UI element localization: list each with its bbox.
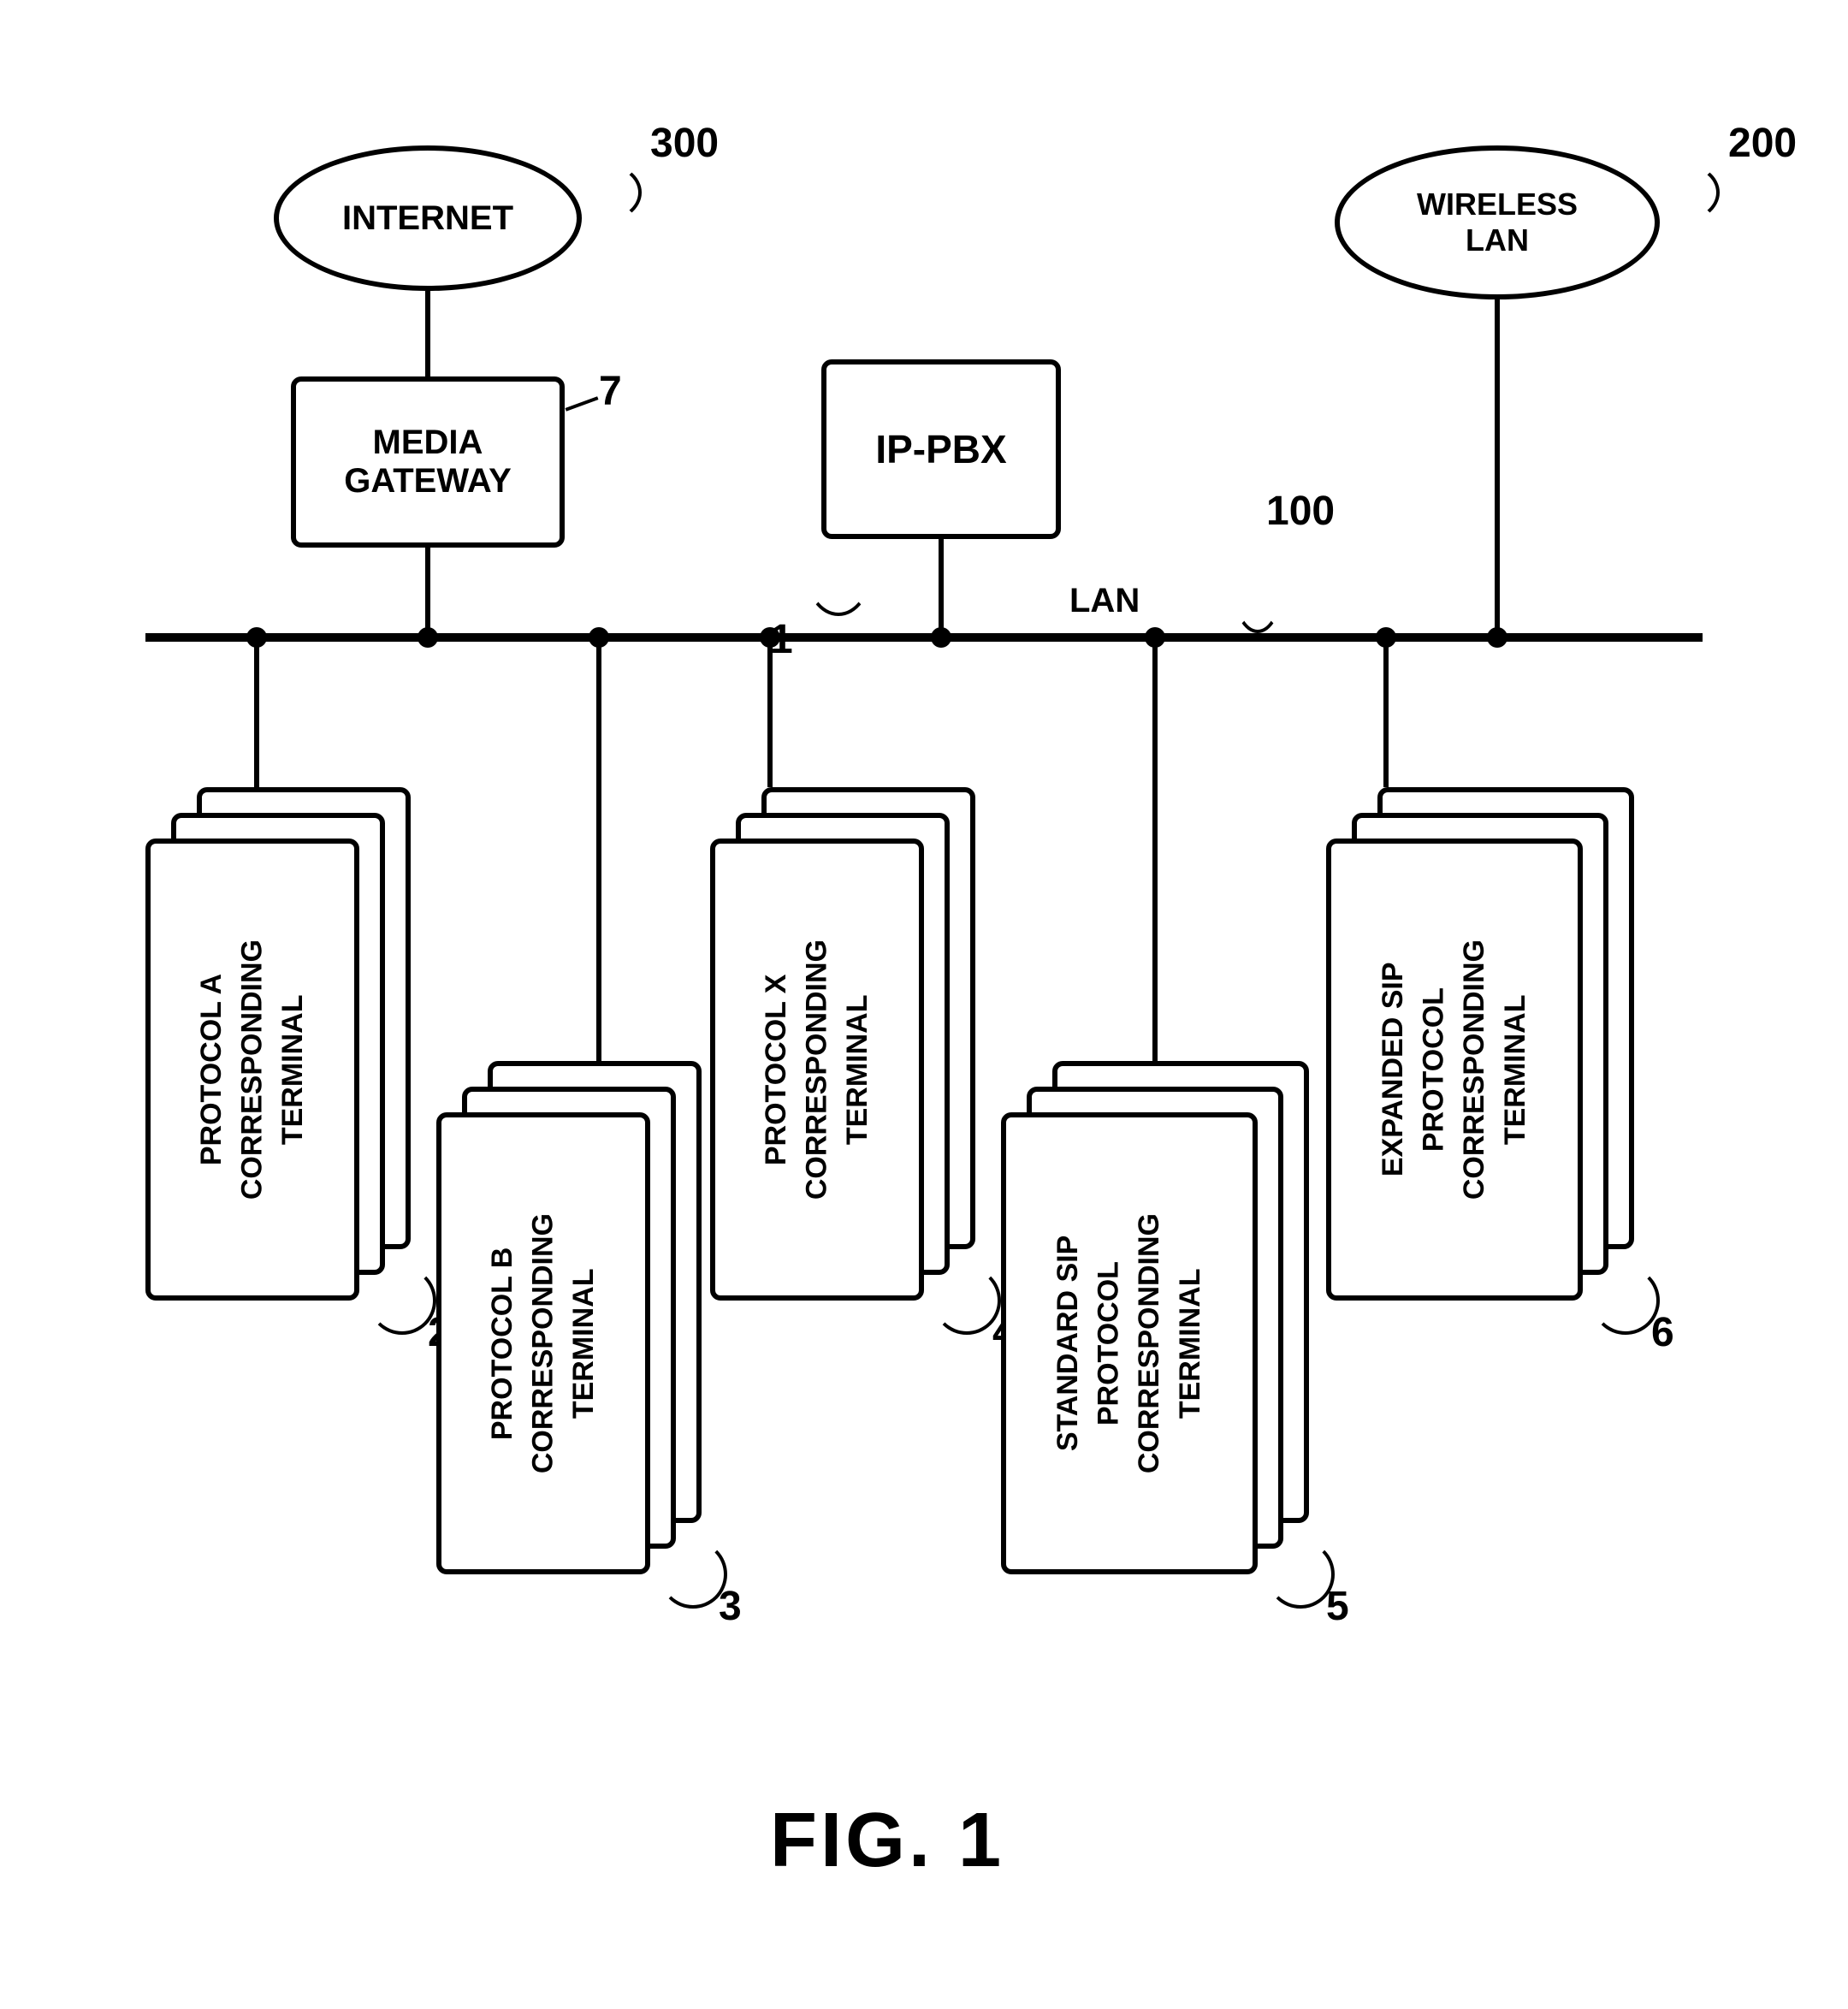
gateway-box: MEDIAGATEWAY <box>291 376 565 548</box>
wlan-cloud: WIRELESSLAN <box>1335 145 1660 299</box>
terminal-stack-sip: STANDARD SIPPROTOCOLCORRESPONDINGTERMINA… <box>1001 1112 1309 1626</box>
figure-label: FIG. 1 <box>770 1797 1004 1885</box>
terminal-stack-esip: EXPANDED SIPPROTOCOLCORRESPONDINGTERMINA… <box>1326 839 1634 1352</box>
internet-cloud: INTERNET <box>274 145 582 291</box>
terminal-stack-a: PROTOCOL ACORRESPONDINGTERMINAL <box>145 839 411 1352</box>
diagram-canvas: INTERNET300WIRELESSLAN200MEDIAGATEWAYIP-… <box>0 0 1848 2009</box>
terminal-stack-b: PROTOCOL BCORRESPONDINGTERMINAL <box>436 1112 702 1626</box>
ippbx-box: IP-PBX <box>821 359 1061 539</box>
terminal-stack-x: PROTOCOL XCORRESPONDINGTERMINAL <box>710 839 975 1352</box>
